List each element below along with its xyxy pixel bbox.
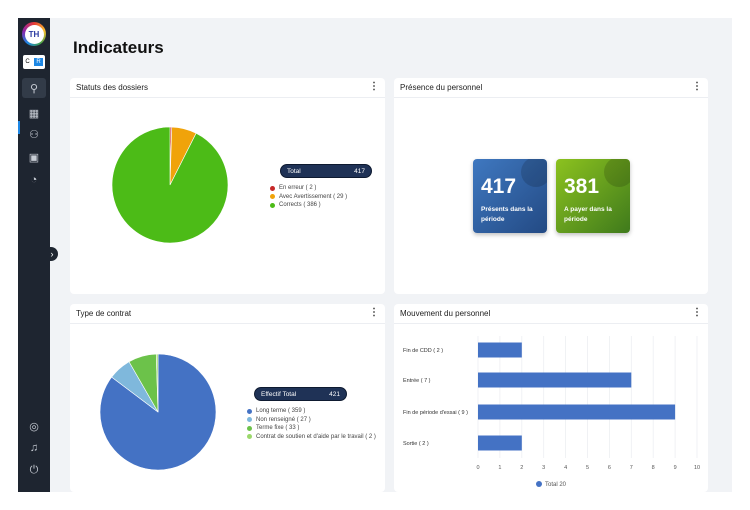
card-mouvement: Mouvement du personnel ⋮ [394, 304, 708, 492]
more-icon[interactable]: ⋮ [369, 307, 379, 318]
card-title: Mouvement du personnel [400, 309, 491, 318]
legend-dot [247, 417, 252, 423]
total-label: Total [287, 167, 301, 175]
total-value: 421 [329, 390, 340, 398]
kpi-value: 381 [564, 175, 600, 198]
total-pill: Total 417 [280, 164, 372, 178]
legend-item[interactable]: Contrat de soutien et d'aide par le trav… [247, 433, 376, 442]
kpi-label: A payer dans la période [564, 206, 612, 223]
legend-item[interactable]: Terme fixe ( 33 ) [247, 424, 376, 433]
bell-icon[interactable]: ♫ [29, 442, 39, 454]
kpi-a-payer[interactable]: 381 A payer dans la période [556, 159, 630, 233]
report-icon[interactable]: ▣ [28, 151, 40, 164]
card-title: Présence du personnel [400, 83, 483, 92]
card-title: Type de contrat [76, 309, 132, 318]
more-icon[interactable]: ⋮ [692, 81, 702, 92]
more-icon[interactable]: ⋮ [369, 81, 379, 92]
kpi-label: Présents dans la période [481, 206, 533, 223]
legend-dot [270, 202, 275, 208]
legend-item[interactable]: Avec Avertissement ( 29 ) [270, 193, 347, 202]
active-marker [18, 121, 20, 134]
legend-label: Non renseigné ( 27 ) [256, 416, 311, 423]
logo-text: TH [24, 24, 44, 44]
legend-dot [270, 185, 275, 191]
legend-statuts: En erreur ( 2 ) Avec Avertissement ( 29 )… [270, 184, 347, 210]
kpi-value: 417 [481, 175, 517, 198]
total-label: Effectif Total [261, 390, 297, 398]
kpi-presents[interactable]: 417 Présents dans la période [473, 159, 547, 233]
legend-dot [247, 408, 252, 414]
page-title: Indicateurs [73, 38, 164, 57]
legend-item[interactable]: Long terme ( 359 ) [247, 407, 376, 416]
total-pill: Effectif Total 421 [254, 387, 347, 401]
expand-sidebar-button[interactable]: › [46, 247, 58, 261]
toggle-c[interactable]: C [25, 59, 30, 65]
search-icon[interactable]: ⚲ [22, 78, 46, 98]
card-title: Statuts des dossiers [76, 83, 149, 92]
legend-label: Terme fixe ( 33 ) [256, 425, 300, 431]
legend-dot [270, 194, 275, 200]
legend-contrat: Long terme ( 359 ) Non renseigné ( 27 ) Te… [247, 407, 376, 441]
decor-circle [604, 159, 630, 187]
card-presence: Présence du personnel ⋮ [394, 78, 708, 294]
legend-label: Corrects ( 386 ) [279, 202, 321, 208]
legend-dot [247, 425, 252, 431]
chart-icon[interactable]: ◔ [30, 174, 38, 186]
legend-label: En erreur ( 2 ) [279, 185, 317, 191]
legend-item[interactable]: En erreur ( 2 ) [270, 184, 347, 193]
dashboard-icon[interactable]: ▦ [28, 107, 40, 120]
toggle-r[interactable]: R [34, 58, 43, 66]
decor-circle [521, 159, 547, 187]
legend-item[interactable]: Non renseigné ( 27 ) [247, 416, 376, 425]
total-value: 417 [354, 167, 365, 175]
more-icon[interactable]: ⋮ [692, 307, 702, 318]
legend-label: Contrat de soutien et d'aide par le trav… [256, 433, 376, 440]
users-icon[interactable]: ⚇ [29, 128, 39, 141]
legend-dot [247, 434, 252, 440]
legend-item[interactable]: Corrects ( 386 ) [270, 201, 347, 210]
power-icon[interactable]: ⏻ [29, 463, 39, 476]
logo[interactable]: TH [22, 22, 46, 46]
legend-label: Long terme ( 359 ) [256, 408, 306, 414]
user-icon[interactable]: ◎ [29, 420, 39, 433]
legend-label: Avec Avertissement ( 29 ) [279, 193, 348, 200]
